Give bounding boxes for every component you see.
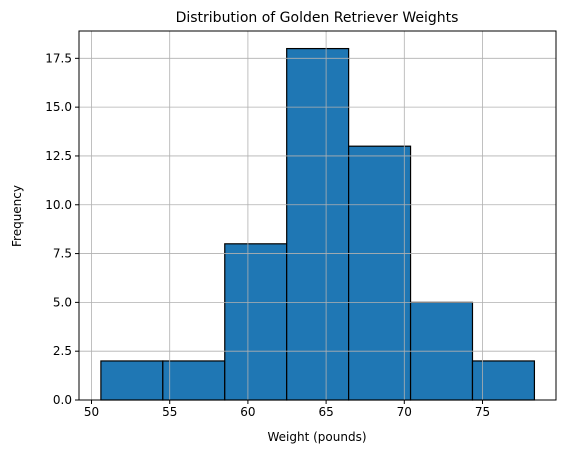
x-tick-label: 55 xyxy=(162,405,177,419)
y-tick-label: 5.0 xyxy=(53,295,72,309)
histogram-bar xyxy=(224,243,288,401)
y-tick-label: 12.5 xyxy=(45,149,72,163)
x-tick-label: 50 xyxy=(84,405,99,419)
histogram-bars xyxy=(100,47,536,401)
y-tick-label: 15.0 xyxy=(45,100,72,114)
y-tick-label: 17.5 xyxy=(45,51,72,65)
x-tick-label: 60 xyxy=(240,405,255,419)
y-tick-label: 0.0 xyxy=(53,393,72,407)
x-axis-ticks: 50 55 60 65 70 75 xyxy=(84,400,490,419)
y-tick-label: 10.0 xyxy=(45,198,72,212)
chart-title: Distribution of Golden Retriever Weights xyxy=(176,10,459,26)
x-tick-label: 70 xyxy=(397,405,412,419)
plot-frame xyxy=(78,30,557,401)
y-tick-label: 2.5 xyxy=(53,344,72,358)
histogram-bar xyxy=(286,47,350,401)
x-tick-label: 75 xyxy=(475,405,490,419)
histogram-bar xyxy=(100,360,164,401)
x-tick-label: 65 xyxy=(318,405,333,419)
histogram-bar xyxy=(348,145,412,401)
histogram-bar xyxy=(162,360,226,401)
y-axis-ticks: 0.0 2.5 5.0 7.5 10.0 12.5 15.0 17.5 xyxy=(45,51,79,407)
y-axis-label: Frequency xyxy=(10,185,24,247)
x-axis-label: Weight (pounds) xyxy=(267,430,366,444)
histogram-bar xyxy=(471,360,536,401)
y-tick-label: 7.5 xyxy=(53,247,72,261)
